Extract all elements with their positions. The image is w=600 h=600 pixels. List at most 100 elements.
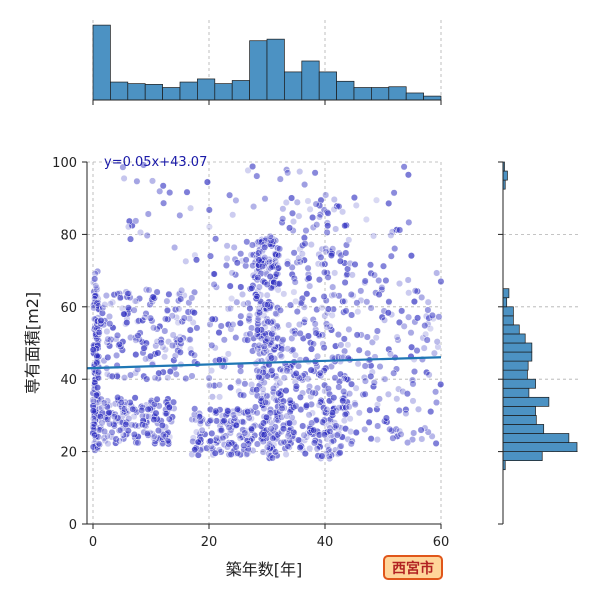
- scatter-point: [405, 218, 413, 226]
- scatter-point: [293, 308, 301, 316]
- scatter-point: [89, 407, 97, 415]
- scatter-point: [254, 273, 262, 282]
- scatter-point: [268, 354, 276, 362]
- scatter-point: [237, 367, 245, 375]
- scatter-points: [89, 161, 445, 463]
- scatter-point: [260, 319, 268, 327]
- scatter-point: [333, 431, 341, 439]
- scatter-point: [215, 356, 223, 364]
- scatter-point: [296, 443, 304, 452]
- scatter-point: [240, 391, 248, 399]
- scatter-point: [381, 375, 389, 383]
- scatter-point: [313, 416, 321, 424]
- scatter-point: [120, 174, 128, 182]
- scatter-point: [217, 322, 225, 330]
- scatter-point: [411, 287, 419, 295]
- scatter-point: [368, 338, 376, 346]
- scatter-point: [300, 318, 308, 326]
- scatter-point: [375, 276, 383, 285]
- scatter-point: [174, 319, 182, 327]
- scatter-point: [332, 225, 340, 233]
- scatter-point: [286, 396, 294, 404]
- scatter-point: [247, 425, 256, 433]
- scatter-point: [370, 379, 378, 387]
- y-histogram-bar: [502, 297, 508, 308]
- scatter-point: [427, 408, 435, 416]
- scatter-point: [205, 206, 213, 214]
- x-histogram-bar: [144, 84, 163, 101]
- y-axis-title: 専有面積[m2]: [23, 292, 42, 394]
- scatter-point: [175, 305, 183, 313]
- scatter-point: [194, 438, 202, 446]
- scatter-point: [130, 306, 138, 314]
- scatter-point: [318, 245, 326, 253]
- scatter-point: [386, 425, 394, 433]
- scatter-point: [210, 280, 218, 289]
- scatter-point: [292, 382, 300, 390]
- scatter-point: [290, 288, 298, 296]
- scatter-point: [132, 336, 140, 344]
- y-tick-label: 40: [60, 373, 77, 388]
- scatter-point: [260, 404, 268, 413]
- scatter-point: [185, 314, 194, 323]
- scatter-point: [189, 437, 197, 445]
- scatter-point: [432, 398, 441, 407]
- scatter-point: [232, 196, 240, 204]
- scatter-point: [301, 316, 309, 324]
- scatter-point: [195, 413, 204, 421]
- scatter-point: [324, 305, 332, 313]
- scatter-point: [141, 313, 149, 321]
- scatter-point: [234, 449, 242, 457]
- scatter-point: [348, 311, 356, 319]
- scatter-point: [157, 339, 165, 347]
- scatter-point: [256, 238, 264, 246]
- scatter-point: [404, 439, 412, 447]
- scatter-point: [397, 430, 405, 438]
- scatter-point: [285, 321, 293, 329]
- scatter-point: [279, 336, 287, 344]
- scatter-point: [378, 284, 386, 292]
- scatter-point: [249, 347, 257, 355]
- scatter-point: [395, 280, 404, 288]
- scatter-point: [263, 301, 271, 309]
- scatter-point: [278, 345, 286, 353]
- scatter-point: [240, 442, 248, 450]
- scatter-point: [329, 283, 337, 291]
- scatter-point: [340, 374, 348, 382]
- scatter-point: [278, 404, 286, 412]
- scatter-point: [344, 341, 352, 349]
- scatter-point: [220, 336, 228, 344]
- scatter-point: [253, 292, 261, 300]
- x-histogram-bar: [371, 87, 390, 101]
- scatter-point: [351, 401, 359, 409]
- scatter-point: [165, 403, 173, 411]
- scatter-point: [242, 450, 251, 458]
- scatter-point: [316, 201, 324, 210]
- scatter-point: [361, 277, 369, 285]
- scatter-point: [277, 439, 285, 447]
- scatter-point: [292, 369, 300, 378]
- scatter-point: [303, 401, 311, 410]
- scatter-point: [392, 365, 401, 373]
- scatter-point: [238, 418, 246, 426]
- scatter-point: [152, 342, 160, 350]
- scatter-point: [161, 315, 170, 323]
- scatter-point: [178, 286, 186, 294]
- scatter-point: [182, 257, 190, 265]
- scatter-point: [150, 432, 158, 440]
- scatter-point: [143, 430, 151, 438]
- scatter-point: [274, 334, 282, 342]
- scatter-point: [119, 163, 127, 171]
- scatter-point: [312, 329, 320, 337]
- scatter-point: [208, 315, 216, 323]
- scatter-point: [269, 318, 277, 326]
- scatter-point: [357, 296, 365, 304]
- scatter-point: [405, 313, 413, 321]
- scatter-point: [375, 290, 383, 299]
- scatter-point: [276, 175, 284, 183]
- scatter-point: [92, 391, 100, 399]
- x-histogram-bar: [162, 87, 181, 101]
- scatter-point: [176, 211, 184, 219]
- scatter-point: [171, 243, 179, 252]
